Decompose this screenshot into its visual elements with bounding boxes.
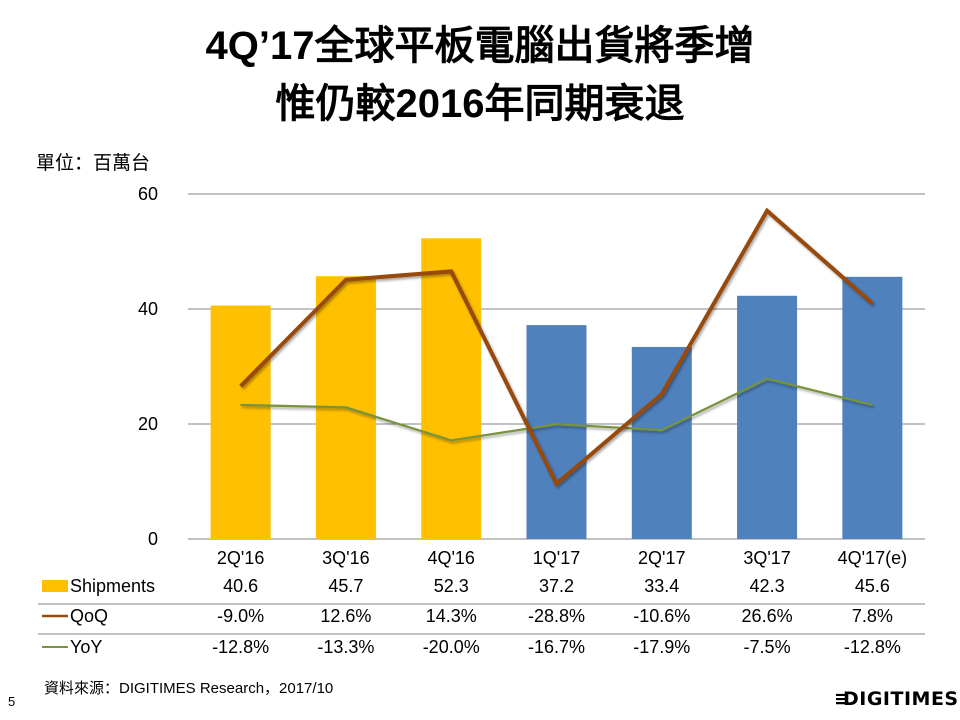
legend-label-qoq: QoQ <box>70 606 108 626</box>
y-tick-label: 60 <box>138 184 158 204</box>
x-axis-labels: 2Q'16 3Q'16 4Q'16 1Q'17 2Q'17 3Q'17 4Q'17(e) <box>217 548 907 568</box>
table-cell: 45.7 <box>328 576 363 596</box>
x-tick-label: 4Q'16 <box>427 548 474 568</box>
x-tick-label: 3Q'17 <box>743 548 790 568</box>
logo-text: DIGITIMES <box>843 688 959 710</box>
table-cell: -12.8% <box>212 637 269 657</box>
x-tick-label: 1Q'17 <box>533 548 580 568</box>
bar-4Q'16 <box>421 238 482 539</box>
table-cell: 7.8% <box>852 606 893 626</box>
y-axis-ticks: 0 20 40 60 <box>138 184 158 549</box>
table-cell: -10.6% <box>633 606 690 626</box>
table-cell: 26.6% <box>742 606 793 626</box>
table-cell: -7.5% <box>744 637 791 657</box>
table-cell: 40.6 <box>223 576 258 596</box>
legend-label-yoy: YoY <box>70 637 102 657</box>
table-cell: 37.2 <box>539 576 574 596</box>
digitimes-logo: ≡DIGITIMES <box>834 688 959 710</box>
page-number: 5 <box>8 694 16 709</box>
table-cell: 14.3% <box>426 606 477 626</box>
chart-title-line-1: 4Q’17全球平板電腦出貨將季增 <box>205 24 755 68</box>
table-cell: -9.0% <box>217 606 264 626</box>
y-tick-label: 0 <box>148 529 158 549</box>
bar-2Q'17 <box>631 346 692 539</box>
table-cell: 42.3 <box>750 576 785 596</box>
x-tick-label: 2Q'17 <box>638 548 685 568</box>
growth-lines <box>239 207 874 487</box>
y-tick-label: 20 <box>138 414 158 434</box>
bar-4Q'17(e) <box>842 276 903 539</box>
bar-2Q'16 <box>210 305 271 539</box>
source-note: 資料來源：DIGITIMES Research，2017/10 <box>44 680 334 697</box>
legend-label-shipments: Shipments <box>70 576 155 596</box>
logo-speed-lines-icon: ≡ <box>834 688 851 710</box>
unit-label: 單位：百萬台 <box>36 153 151 174</box>
bar-3Q'17 <box>737 295 798 539</box>
yoy-line <box>240 377 873 442</box>
table-cell: -12.8% <box>844 637 901 657</box>
data-table: Shipments 40.6 45.7 52.3 37.2 33.4 42.3 45.6 QoQ… <box>38 576 925 657</box>
table-cell: 12.6% <box>320 606 371 626</box>
qoq-line <box>239 207 874 487</box>
legend-key-shipments <box>42 580 68 592</box>
table-cell: -28.8% <box>528 606 585 626</box>
y-tick-label: 40 <box>138 299 158 319</box>
table-cell: -13.3% <box>317 637 374 657</box>
table-cell: 45.6 <box>855 576 890 596</box>
x-tick-label: 2Q'16 <box>217 548 264 568</box>
table-cell: 52.3 <box>434 576 469 596</box>
shipments-bars <box>210 238 903 539</box>
combo-chart: 0 20 40 60 2Q'16 3Q'16 4Q'16 1Q'17 2Q'17 3Q'17 4Q… <box>38 184 925 657</box>
table-cell: -17.9% <box>633 637 690 657</box>
table-cell: -20.0% <box>423 637 480 657</box>
x-tick-label: 3Q'16 <box>322 548 369 568</box>
table-cell: 33.4 <box>644 576 679 596</box>
bar-1Q'17 <box>526 325 587 539</box>
table-cell: -16.7% <box>528 637 585 657</box>
chart-title-line-2: 惟仍較2016年同期衰退 <box>275 82 685 126</box>
x-tick-label: 4Q'17(e) <box>838 548 907 568</box>
